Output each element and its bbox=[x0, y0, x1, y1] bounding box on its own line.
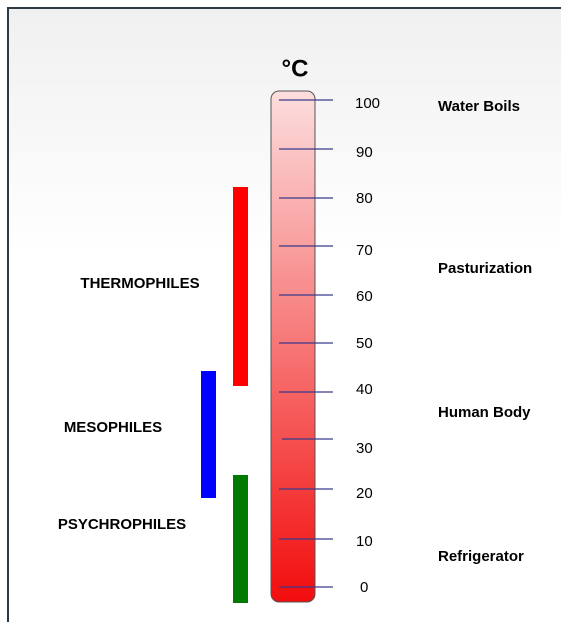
group-label: PSYCHROPHILES bbox=[58, 516, 186, 533]
tick-label: 100 bbox=[355, 95, 380, 112]
tick-label: 30 bbox=[356, 440, 373, 457]
tick-label: 60 bbox=[356, 288, 373, 305]
annotation: Human Body bbox=[438, 404, 531, 421]
tick-label: 70 bbox=[356, 242, 373, 259]
thermophiles-range bbox=[233, 187, 248, 386]
group-label: MESOPHILES bbox=[64, 419, 162, 436]
annotation: Refrigerator bbox=[438, 548, 524, 565]
group-label: THERMOPHILES bbox=[80, 275, 199, 292]
psychrophiles-range bbox=[233, 475, 248, 603]
tick-label: 50 bbox=[356, 335, 373, 352]
thermometer bbox=[270, 90, 316, 603]
tick-label: 10 bbox=[356, 533, 373, 550]
tick-label: 40 bbox=[356, 381, 373, 398]
tick-label: 90 bbox=[356, 144, 373, 161]
tick-label: 80 bbox=[356, 190, 373, 207]
annotation: Water Boils bbox=[438, 98, 520, 115]
tick-label: 20 bbox=[356, 485, 373, 502]
annotation: Pasturization bbox=[438, 260, 532, 277]
tick-label: 0 bbox=[360, 579, 368, 596]
unit-label: °C bbox=[282, 55, 309, 82]
mesophiles-range bbox=[201, 371, 216, 498]
